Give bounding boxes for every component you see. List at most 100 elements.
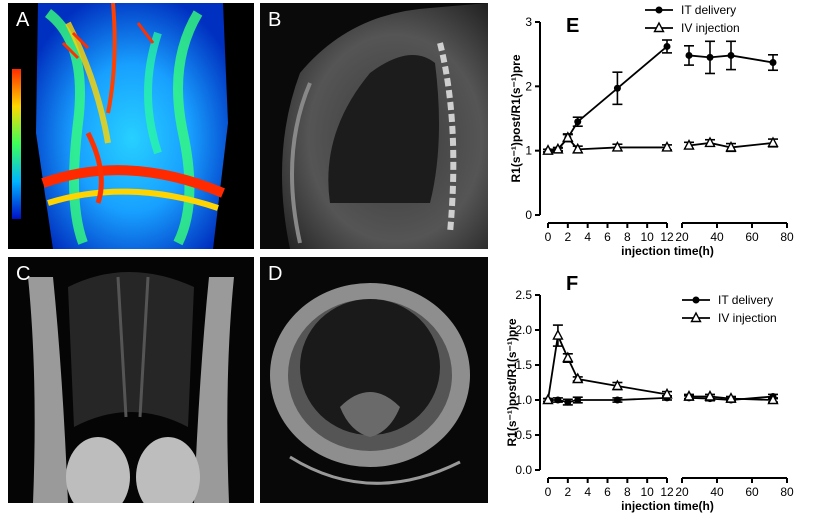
series-line — [547, 332, 668, 401]
panel-c-mri-coronal: C — [8, 257, 254, 503]
series-iv-injection — [542, 324, 779, 405]
y-tick-label: 2.0 — [515, 323, 532, 337]
y-tick-label: 2 — [525, 79, 532, 93]
data-point — [574, 396, 582, 404]
y-tick-label: 0 — [525, 208, 532, 222]
x-tick-label: 6 — [604, 485, 611, 499]
x-tick-label: 10 — [640, 230, 654, 244]
data-point — [661, 140, 673, 152]
data-point — [685, 51, 693, 59]
axial-mri-image — [260, 257, 488, 503]
x-tick-label: 20 — [675, 485, 689, 499]
data-point — [683, 390, 695, 401]
x-tick-label: 4 — [584, 230, 591, 244]
coronal-mri-image — [8, 257, 254, 503]
x-axis-label: injection time(h) — [621, 244, 714, 258]
color-map-image — [8, 3, 254, 249]
data-point — [613, 396, 621, 404]
data-point — [613, 84, 621, 92]
data-point — [554, 396, 562, 404]
x-tick-label: 4 — [584, 485, 591, 499]
chart-f: 0.0 0.5 1.0 1.5 2.0 2.5 0 2 4 6 8 10 12 20 40 60 80 injec… — [505, 273, 794, 513]
data-point — [704, 390, 716, 401]
data-point — [572, 372, 584, 384]
x-tick-label: 2 — [564, 230, 571, 244]
legend-marker — [692, 296, 700, 304]
data-point — [552, 142, 564, 154]
chart-panel-label: E — [566, 15, 579, 37]
data-point — [767, 136, 779, 148]
data-point — [552, 329, 564, 340]
data-point — [574, 118, 582, 126]
data-point — [727, 51, 735, 59]
y-axis-label: R1(s⁻¹)post/R1(s⁻¹)pre — [509, 54, 523, 182]
y-tick-label: 1.0 — [515, 393, 532, 407]
panel-d-label: D — [268, 263, 283, 285]
series-line — [688, 54, 774, 64]
panel-c-label: C — [16, 263, 31, 285]
panel-a-label: A — [16, 9, 30, 31]
data-point — [542, 144, 554, 155]
data-point — [725, 392, 737, 403]
data-point — [562, 131, 574, 143]
data-point — [767, 393, 779, 405]
x-tick-label: 80 — [780, 230, 794, 244]
series-iv-injection — [542, 131, 779, 155]
color-scale-bar — [12, 69, 21, 219]
y-tick-label: 1.5 — [515, 358, 532, 372]
panel-b-mri-sagittal: B — [260, 3, 488, 249]
legend-marker — [655, 6, 663, 14]
y-tick-label: 0.0 — [515, 463, 532, 477]
x-tick-label: 20 — [675, 230, 689, 244]
x-tick-label: 8 — [624, 485, 631, 499]
data-point — [562, 351, 574, 363]
series-line — [688, 142, 774, 149]
y-axis-label: R1(s⁻¹)post/R1(s⁻¹)pre — [505, 318, 519, 446]
panel-b-label: B — [268, 9, 282, 31]
data-point — [564, 398, 572, 406]
data-point — [611, 140, 624, 152]
y-tick-label: 1 — [525, 144, 532, 158]
data-point — [704, 136, 716, 148]
data-point — [683, 139, 695, 150]
series-line — [688, 395, 774, 401]
legend-marker — [690, 311, 702, 323]
x-tick-label: 80 — [780, 485, 794, 499]
y-tick-label: 0.5 — [515, 428, 532, 442]
sagittal-mri-image — [260, 3, 488, 249]
chart-panel-label: F — [566, 273, 578, 295]
y-tick-label: 2.5 — [515, 288, 532, 302]
panel-d-mri-axial: D — [260, 257, 488, 503]
x-tick-label: 12 — [660, 485, 674, 499]
x-tick-label: 2 — [564, 485, 571, 499]
x-axis-label: injection time(h) — [621, 499, 714, 513]
data-point — [663, 42, 671, 50]
data-point — [706, 53, 714, 61]
y-tick-label: 3 — [525, 15, 532, 29]
x-tick-label: 0 — [545, 230, 552, 244]
x-tick-label: 12 — [660, 230, 674, 244]
legend-label: IT delivery — [718, 293, 773, 307]
data-point — [725, 140, 737, 152]
legend-marker — [653, 21, 665, 33]
series-it-delivery — [543, 39, 778, 155]
x-tick-label: 8 — [624, 230, 631, 244]
data-point — [661, 387, 673, 399]
legend-label: IV injection — [681, 21, 740, 35]
x-tick-label: 60 — [745, 485, 759, 499]
panel-a-color-map: A — [8, 3, 254, 249]
data-point — [769, 59, 777, 67]
x-tick-label: 40 — [710, 230, 724, 244]
x-tick-label: 10 — [640, 485, 654, 499]
series-line — [689, 395, 774, 401]
x-tick-label: 40 — [710, 485, 724, 499]
x-tick-label: 0 — [545, 485, 552, 499]
data-point — [572, 142, 584, 154]
legend-label: IV injection — [718, 311, 777, 325]
x-tick-label: 60 — [745, 230, 759, 244]
data-point — [542, 393, 554, 405]
data-point — [611, 379, 624, 391]
x-tick-label: 6 — [604, 230, 611, 244]
